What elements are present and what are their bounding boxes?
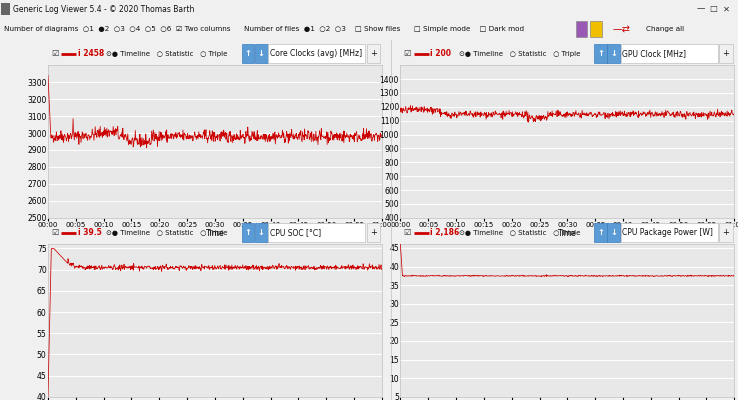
- Text: Change all: Change all: [646, 26, 684, 32]
- Bar: [255, 44, 268, 63]
- Text: i 2458: i 2458: [78, 49, 104, 58]
- Text: □: □: [710, 4, 717, 14]
- Bar: [367, 223, 380, 242]
- Text: CPU Package Power [W]: CPU Package Power [W]: [622, 228, 714, 237]
- Text: ☑: ☑: [404, 228, 411, 237]
- Bar: [594, 223, 607, 242]
- Text: ⊙● Timeline   ○ Statistic   ○ Triple: ⊙● Timeline ○ Statistic ○ Triple: [106, 230, 228, 236]
- Bar: [720, 44, 733, 63]
- Text: +: +: [370, 49, 377, 58]
- Text: GPU Clock [MHz]: GPU Clock [MHz]: [622, 49, 686, 58]
- Text: Generic Log Viewer 5.4 - © 2020 Thomas Barth: Generic Log Viewer 5.4 - © 2020 Thomas B…: [13, 4, 195, 14]
- Text: ↓: ↓: [258, 49, 265, 58]
- Bar: [241, 223, 255, 242]
- Text: i 39.5: i 39.5: [78, 228, 102, 237]
- Bar: [590, 21, 602, 37]
- Bar: [241, 44, 255, 63]
- Text: —⇄: —⇄: [613, 24, 630, 34]
- Text: ↑: ↑: [244, 228, 252, 237]
- Text: +: +: [370, 228, 377, 237]
- Bar: [594, 44, 607, 63]
- X-axis label: Time: Time: [558, 229, 576, 238]
- Text: ↑: ↑: [244, 49, 252, 58]
- Text: +: +: [723, 49, 729, 58]
- Bar: [720, 223, 733, 242]
- Bar: [255, 223, 268, 242]
- Text: i 2,186: i 2,186: [430, 228, 460, 237]
- Bar: [367, 44, 380, 63]
- Text: ↓: ↓: [610, 49, 617, 58]
- Text: i 200: i 200: [430, 49, 452, 58]
- Bar: [1, 3, 10, 15]
- Text: Number of diagrams  ○1  ●2  ○3  ○4  ○5  ○6  ☑ Two columns      Number of files  : Number of diagrams ○1 ●2 ○3 ○4 ○5 ○6 ☑ T…: [4, 26, 524, 32]
- Bar: [576, 21, 587, 37]
- Bar: [621, 223, 717, 242]
- Text: +: +: [723, 228, 729, 237]
- X-axis label: Time: Time: [206, 229, 224, 238]
- Text: Core Clocks (avg) [MHz]: Core Clocks (avg) [MHz]: [270, 49, 362, 58]
- Bar: [621, 44, 717, 63]
- Bar: [269, 44, 365, 63]
- Text: ↓: ↓: [258, 228, 265, 237]
- Text: ⊙● Timeline   ○ Statistic   ○ Triple: ⊙● Timeline ○ Statistic ○ Triple: [459, 51, 580, 57]
- Text: —: —: [697, 4, 706, 14]
- Bar: [607, 44, 620, 63]
- Text: ⊙● Timeline   ○ Statistic   ○ Triple: ⊙● Timeline ○ Statistic ○ Triple: [459, 230, 580, 236]
- Text: ☑: ☑: [52, 49, 59, 58]
- Text: ⊙● Timeline   ○ Statistic   ○ Triple: ⊙● Timeline ○ Statistic ○ Triple: [106, 51, 228, 57]
- Text: ↓: ↓: [610, 228, 617, 237]
- Text: ☑: ☑: [404, 49, 411, 58]
- Text: CPU SOC [°C]: CPU SOC [°C]: [270, 228, 321, 237]
- Text: ✕: ✕: [723, 4, 730, 14]
- Bar: [269, 223, 365, 242]
- Text: ↑: ↑: [597, 228, 604, 237]
- Bar: [607, 223, 620, 242]
- Text: ☑: ☑: [52, 228, 59, 237]
- Text: ↑: ↑: [597, 49, 604, 58]
